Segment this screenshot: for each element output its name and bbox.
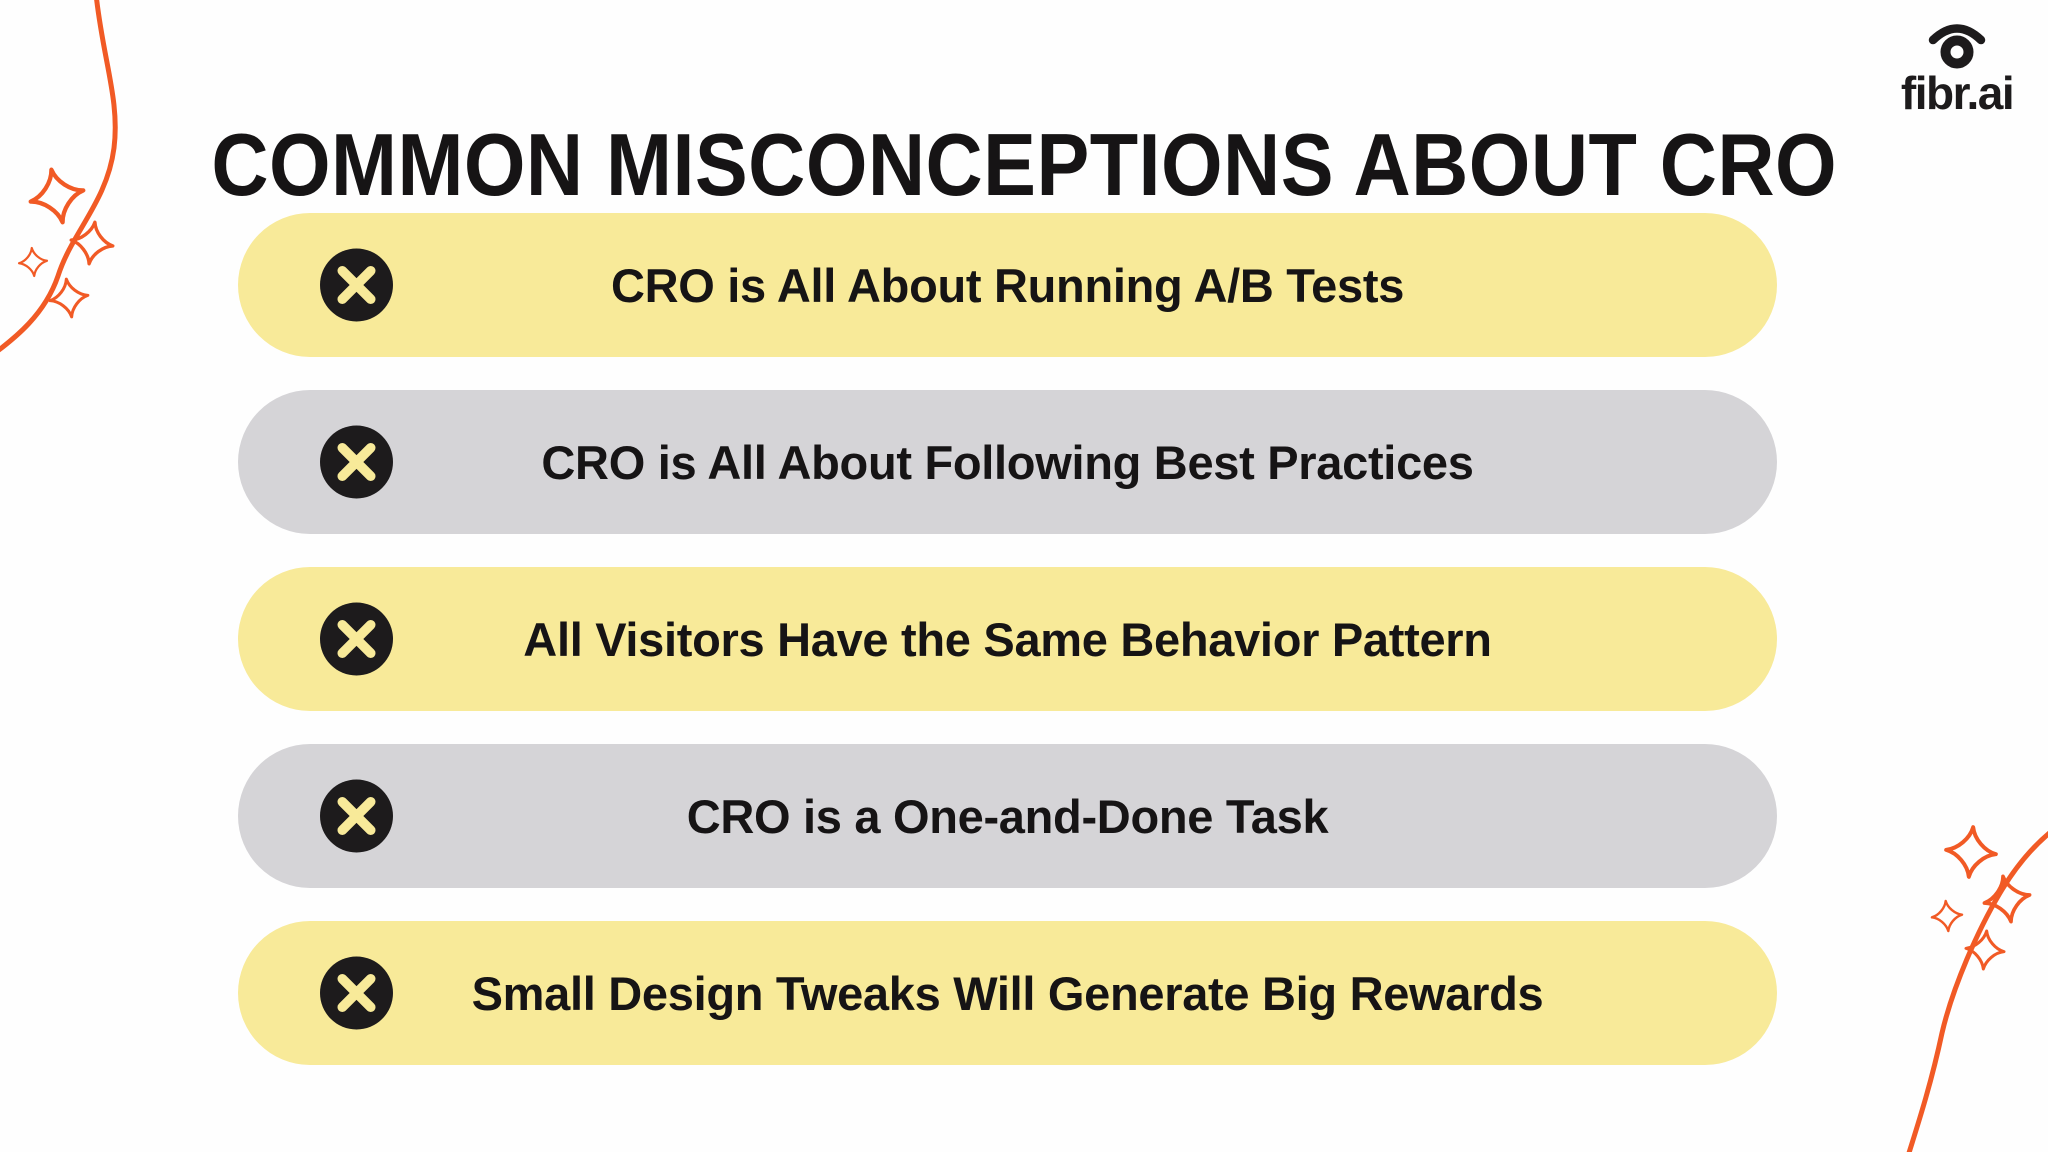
misconception-label: CRO is All About Running A/B Tests: [610, 258, 1405, 312]
x-cross-icon: [320, 779, 393, 853]
misconception-row: Small Design Tweaks Will Generate Big Re…: [238, 921, 1777, 1065]
misconception-label: Small Design Tweaks Will Generate Big Re…: [471, 966, 1544, 1020]
sparkle-decoration-bottom-right: [1906, 788, 2048, 1152]
misconceptions-list: CRO is All About Running A/B Tests CRO i…: [238, 213, 1777, 1098]
misconception-row: CRO is All About Following Best Practice…: [238, 390, 1777, 534]
misconception-label: All Visitors Have the Same Behavior Patt…: [523, 612, 1492, 666]
fibr-logo: fibr.ai: [1882, 14, 2032, 118]
page-title: COMMON MISCONCEPTIONS ABOUT CRO: [211, 114, 1837, 214]
fibr-logo-text: fibr.ai: [1900, 67, 2015, 119]
misconception-row: CRO is a One-and-Done Task: [238, 744, 1777, 888]
misconception-row: All Visitors Have the Same Behavior Patt…: [238, 567, 1777, 711]
x-cross-icon: [320, 602, 393, 676]
x-cross-icon: [320, 956, 393, 1030]
x-cross-icon: [320, 425, 393, 499]
misconception-label: CRO is a One-and-Done Task: [686, 789, 1329, 843]
x-cross-icon: [320, 248, 393, 322]
fibr-logo-icon: [1928, 24, 1986, 69]
misconception-label: CRO is All About Following Best Practice…: [541, 435, 1474, 489]
misconception-row: CRO is All About Running A/B Tests: [238, 213, 1777, 357]
